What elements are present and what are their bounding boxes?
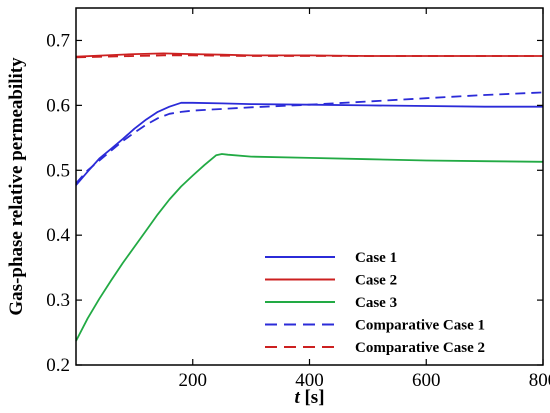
y-tick-label: 0.3: [46, 290, 70, 311]
x-axis-title: t [s]: [294, 387, 324, 408]
series-line-case-1: [75, 101, 543, 186]
plot-frame: [75, 7, 544, 366]
series-line-case-3: [75, 153, 544, 342]
ticks-layer: 200 400 600 800 0.2 0.3 0.4 0.5 0.6 0.7: [46, 8, 550, 391]
x-axis-title-variable: t: [294, 387, 300, 408]
legend-label-case-3: Case 3: [355, 295, 397, 311]
series-line-comparative-case-1: [75, 91, 544, 184]
series-line-comparative-case-2: [75, 54, 543, 59]
x-tick-label: 600: [412, 370, 441, 391]
x-axis-title-unit: [s]: [300, 387, 325, 408]
legend-label-case-2: Case 2: [355, 273, 397, 289]
y-tick-label: 0.4: [46, 225, 70, 246]
x-tick-label: 800: [529, 370, 550, 391]
y-tick-label: 0.6: [46, 95, 70, 116]
x-tick-label: 400: [295, 370, 324, 391]
y-tick-label: 0.5: [46, 160, 70, 181]
y-tick-label: 0.7: [46, 30, 70, 51]
legend-label-comparative-case-2: Comparative Case 2: [355, 340, 485, 356]
y-axis-title: Gas-phase relative permeability: [6, 57, 27, 316]
y-tick-label: 0.2: [46, 355, 70, 376]
legend: Case 1 Case 2 Case 3 Comparative Case 1 Comp…: [265, 250, 485, 356]
x-tick-label: 200: [179, 370, 208, 391]
legend-label-comparative-case-1: Comparative Case 1: [355, 318, 485, 334]
series-layer: [75, 52, 544, 342]
legend-label-case-1: Case 1: [355, 250, 397, 266]
